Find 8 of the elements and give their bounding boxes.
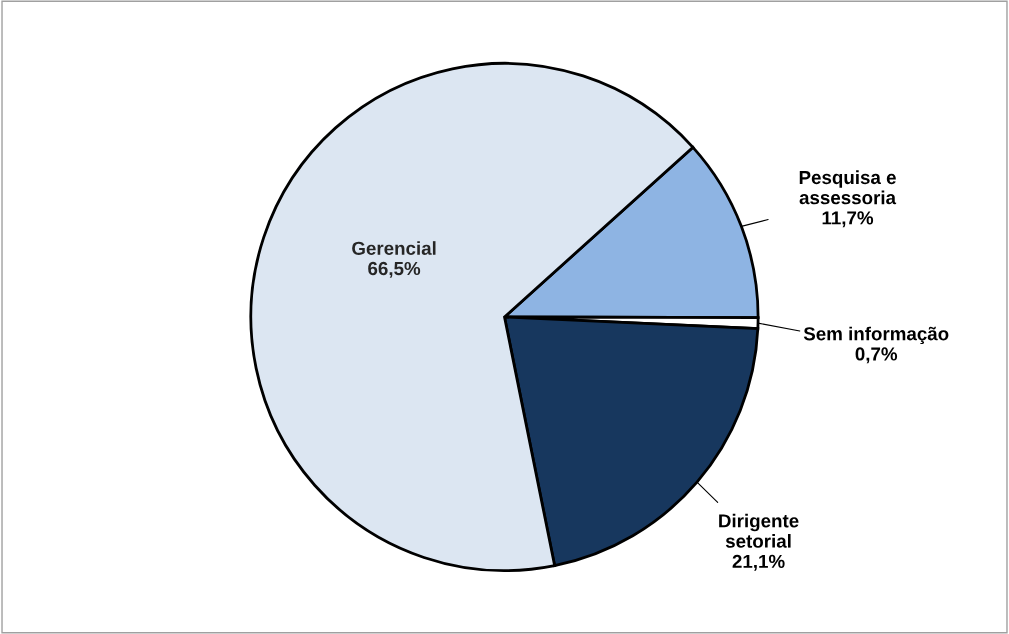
data-label: 66,5% — [368, 261, 421, 278]
slice-label: Dirigente setorial — [719, 513, 799, 548]
slice-label: Gerencial — [352, 241, 436, 255]
data-label: 0,7% — [855, 347, 898, 364]
slice-label: Sem informação — [803, 326, 949, 345]
data-label: 21,1% — [732, 554, 785, 571]
slice-label: Pesquisa e assessoria — [799, 170, 897, 205]
data-label: 11,7% — [822, 211, 874, 228]
